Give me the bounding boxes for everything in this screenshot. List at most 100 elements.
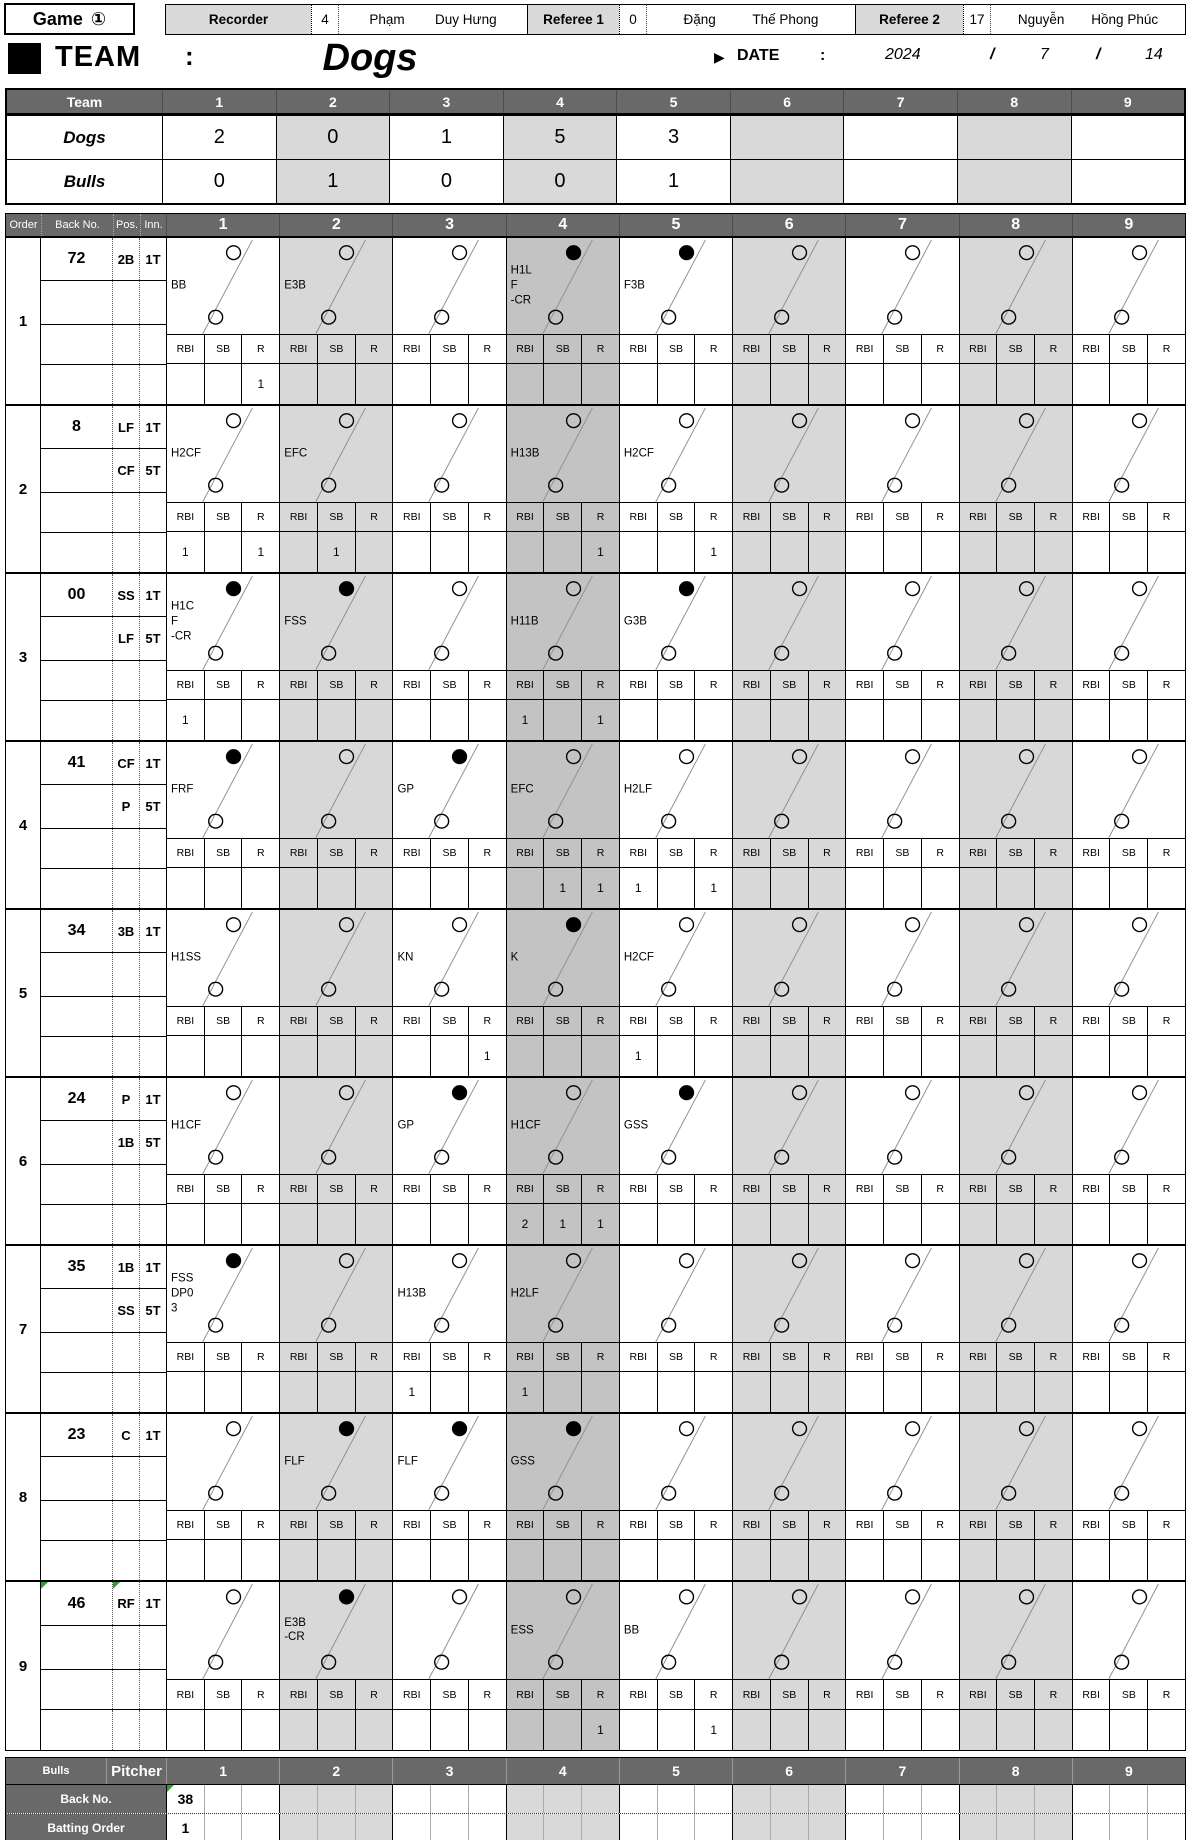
score-cell[interactable]	[729, 116, 844, 159]
rbi-value[interactable]: 1	[634, 1049, 642, 1064]
sb-value[interactable]	[769, 868, 808, 908]
position-cell[interactable]: SS	[113, 574, 140, 617]
run-value[interactable]	[807, 1710, 846, 1750]
pitcher-cell[interactable]	[543, 1814, 581, 1840]
at-bat-cell[interactable]: H13B	[393, 1246, 506, 1343]
pitcher-cell[interactable]	[996, 1814, 1034, 1840]
at-bat-cell[interactable]: FLF	[393, 1414, 506, 1511]
sb-value[interactable]	[1109, 364, 1147, 404]
back-number-cell[interactable]	[41, 1289, 113, 1332]
rbi-value[interactable]	[393, 532, 430, 572]
run-value[interactable]	[807, 868, 846, 908]
rbi-value[interactable]	[393, 1540, 430, 1580]
rbi-value[interactable]	[507, 1710, 544, 1750]
run-value[interactable]	[694, 1204, 732, 1244]
at-bat-cell[interactable]: EFC	[280, 406, 393, 503]
pitcher-cell[interactable]	[1109, 1785, 1147, 1813]
run-value[interactable]	[1034, 1710, 1072, 1750]
pitcher-cell[interactable]	[581, 1785, 619, 1813]
rbi-value[interactable]: 2	[521, 1217, 529, 1232]
pitcher-cell[interactable]	[430, 1785, 468, 1813]
at-bat-cell[interactable]	[959, 1078, 1072, 1175]
rbi-value[interactable]	[846, 532, 883, 572]
run-value[interactable]	[807, 1372, 846, 1412]
run-value[interactable]: 1	[694, 1710, 732, 1750]
position-cell[interactable]: RF	[113, 1582, 140, 1625]
pitcher-cell[interactable]	[960, 1785, 997, 1813]
run-value[interactable]	[354, 700, 393, 740]
inning-entered-cell[interactable]: 1T	[145, 1596, 161, 1611]
at-bat-cell[interactable]: FSS	[280, 574, 393, 671]
official-name[interactable]: Phạm Duy Hưng	[339, 5, 527, 34]
sb-value[interactable]	[203, 1204, 242, 1244]
sb-value[interactable]	[203, 1710, 242, 1750]
run-value[interactable]	[467, 1710, 506, 1750]
sb-value[interactable]	[656, 1710, 695, 1750]
rbi-value[interactable]	[620, 1540, 657, 1580]
rbi-value[interactable]: 1	[521, 1385, 529, 1400]
position-cell[interactable]: C	[113, 1414, 140, 1457]
rbi-value[interactable]	[846, 1204, 883, 1244]
at-bat-cell[interactable]	[733, 1246, 846, 1343]
sb-value[interactable]	[883, 700, 921, 740]
run-value[interactable]	[920, 532, 959, 572]
sb-value[interactable]	[656, 868, 695, 908]
score-cell[interactable]: 5	[502, 116, 617, 159]
official-name[interactable]: Đặng Thế Phong	[647, 5, 855, 34]
at-bat-cell[interactable]	[846, 910, 959, 1007]
rbi-value[interactable]	[960, 1710, 997, 1750]
run-value[interactable]: 1	[467, 1036, 506, 1076]
run-value[interactable]	[920, 1710, 959, 1750]
pitcher-cell[interactable]	[1073, 1785, 1110, 1813]
at-bat-cell[interactable]	[1072, 1246, 1185, 1343]
inning-entered-cell[interactable]: 1T	[145, 251, 161, 267]
at-bat-cell[interactable]	[959, 1414, 1072, 1511]
rbi-value[interactable]	[393, 1710, 430, 1750]
back-number-cell[interactable]: 8	[41, 406, 113, 449]
sb-value[interactable]	[430, 364, 468, 404]
score-cell[interactable]: 2	[162, 116, 276, 159]
official-name[interactable]: Nguyễn Hồng Phúc	[991, 5, 1185, 34]
sb-value[interactable]	[316, 1710, 355, 1750]
sb-value[interactable]	[203, 532, 242, 572]
pitcher-cell[interactable]	[620, 1814, 657, 1840]
sb-value[interactable]	[316, 700, 355, 740]
run-value[interactable]: 1	[581, 868, 619, 908]
run-value[interactable]	[354, 1204, 393, 1244]
at-bat-cell[interactable]	[846, 238, 959, 335]
sb-value[interactable]	[543, 700, 581, 740]
sb-value[interactable]	[430, 1710, 468, 1750]
run-value[interactable]	[1034, 700, 1072, 740]
at-bat-cell[interactable]: FLF	[280, 1414, 393, 1511]
rbi-value[interactable]	[620, 1372, 657, 1412]
rbi-value[interactable]	[393, 364, 430, 404]
at-bat-cell[interactable]	[846, 1414, 959, 1511]
pitcher-cell[interactable]	[620, 1785, 657, 1813]
sb-value[interactable]	[883, 1036, 921, 1076]
back-number-cell[interactable]: 35	[41, 1246, 113, 1289]
score-cell[interactable]	[1070, 116, 1185, 159]
pitcher-cell[interactable]	[733, 1814, 770, 1840]
rbi-value[interactable]: 1	[521, 713, 529, 728]
score-cell[interactable]	[1070, 160, 1185, 203]
sb-value[interactable]	[996, 1372, 1034, 1412]
rbi-value[interactable]	[960, 1372, 997, 1412]
at-bat-cell[interactable]: E3B	[280, 238, 393, 335]
at-bat-cell[interactable]	[846, 574, 959, 671]
rbi-value[interactable]	[280, 364, 317, 404]
pitcher-cell[interactable]	[883, 1785, 921, 1813]
sb-value[interactable]	[203, 868, 242, 908]
pitcher-cell[interactable]	[769, 1785, 808, 1813]
rbi-value[interactable]	[620, 532, 657, 572]
back-number-cell[interactable]	[41, 1121, 113, 1164]
sb-value[interactable]	[996, 364, 1034, 404]
at-bat-cell[interactable]	[733, 1582, 846, 1680]
sb-value[interactable]	[430, 700, 468, 740]
pitcher-cell[interactable]	[1147, 1814, 1185, 1840]
score-cell[interactable]	[729, 160, 844, 203]
pitcher-cell[interactable]	[656, 1814, 695, 1840]
rbi-value[interactable]	[733, 1204, 770, 1244]
at-bat-cell[interactable]	[393, 574, 506, 671]
at-bat-cell[interactable]: FSS DP0 3	[167, 1246, 280, 1343]
at-bat-cell[interactable]: F3B	[619, 238, 733, 335]
